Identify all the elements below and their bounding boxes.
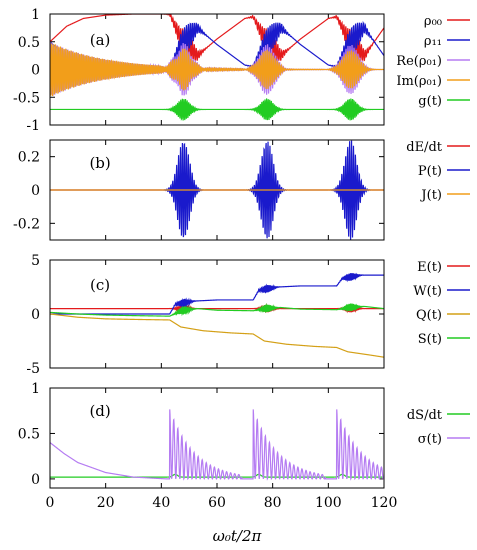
y-tick-label: -0.2 — [13, 216, 40, 232]
series-line-5 — [50, 98, 384, 121]
panel-3: 5 0 -5 (c) E(t) W(t) Q(t) S(t) — [26, 253, 470, 377]
series-line-4 — [50, 41, 384, 96]
x-tick-label: 40 — [152, 495, 170, 511]
y-tick-label: 1 — [31, 7, 40, 23]
y-tick-label: 0 — [31, 183, 40, 199]
legend-label: P(t) — [418, 164, 442, 179]
series-line-4 — [50, 302, 384, 317]
panel-4: 1 0.5 0 (d) dS/dt σ(t) 0 20 40 60 80 100 120 — [18, 381, 470, 511]
series-line-2 — [50, 409, 384, 481]
y-tick-label: -0.5 — [13, 90, 40, 106]
x-axis-label: ω₀t/2π — [213, 527, 263, 545]
legend-label: E(t) — [417, 260, 442, 275]
panel-label: (a) — [90, 31, 111, 49]
x-tick-label: 80 — [264, 495, 282, 511]
legend-label: Q(t) — [416, 308, 442, 323]
panel-label: (b) — [89, 154, 110, 172]
legend-label: Im(ρ₀₁) — [396, 74, 442, 89]
panel-label: (c) — [90, 276, 110, 294]
panel-2: 0.2 0 -0.2 (b) dE/dt P(t) J(t) — [13, 139, 470, 241]
y-tick-label: 0.5 — [18, 35, 40, 51]
plot-area — [50, 272, 384, 358]
plot-frame — [49, 139, 385, 241]
x-tick-label: 60 — [208, 495, 226, 511]
series-line-1 — [50, 14, 384, 62]
x-tick-label: 0 — [46, 495, 55, 511]
plot-area — [50, 140, 384, 240]
y-tick-label: 0.5 — [18, 426, 40, 442]
y-tick-label: 0 — [31, 472, 40, 488]
series-line-1 — [50, 303, 384, 315]
y-tick-label: 5 — [31, 253, 40, 269]
x-tick-label: 100 — [315, 495, 342, 511]
legend-label: Re(ρ₀₁) — [396, 54, 442, 69]
plot-frame — [49, 259, 385, 369]
plot-frame — [49, 13, 385, 126]
legend-label: ρ₁₁ — [424, 34, 442, 49]
legend-label: σ(t) — [418, 432, 442, 447]
y-tick-label: 1 — [31, 381, 40, 397]
series-line-2 — [50, 272, 384, 315]
legend-label: S(t) — [418, 332, 442, 347]
x-tick-label: 120 — [371, 495, 398, 511]
panel-1: 1 0.5 0 -0.5 -1 (a) ρ₀₀ ρ₁₁ Re(ρ₀₁) Im(ρ₀₁) g(t) — [13, 7, 470, 134]
y-tick-label: 0 — [31, 63, 40, 79]
legend-label: W(t) — [413, 284, 442, 299]
y-tick-label: 0 — [31, 307, 40, 323]
y-tick-label: 0.2 — [18, 150, 40, 166]
y-tick-label: -5 — [26, 361, 40, 377]
legend-label: ρ₀₀ — [424, 14, 442, 29]
panel-label: (d) — [89, 402, 110, 420]
x-tick-label: 20 — [97, 495, 115, 511]
legend-label: dE/dt — [406, 140, 443, 155]
plot-area — [50, 14, 384, 121]
plot-frame — [49, 387, 385, 489]
legend-label: J(t) — [419, 188, 442, 203]
plot-area — [50, 409, 384, 481]
y-tick-label: -1 — [26, 118, 40, 134]
legend-label: g(t) — [418, 94, 442, 109]
legend-label: dS/dt — [407, 408, 443, 423]
series-line-3 — [50, 313, 384, 358]
